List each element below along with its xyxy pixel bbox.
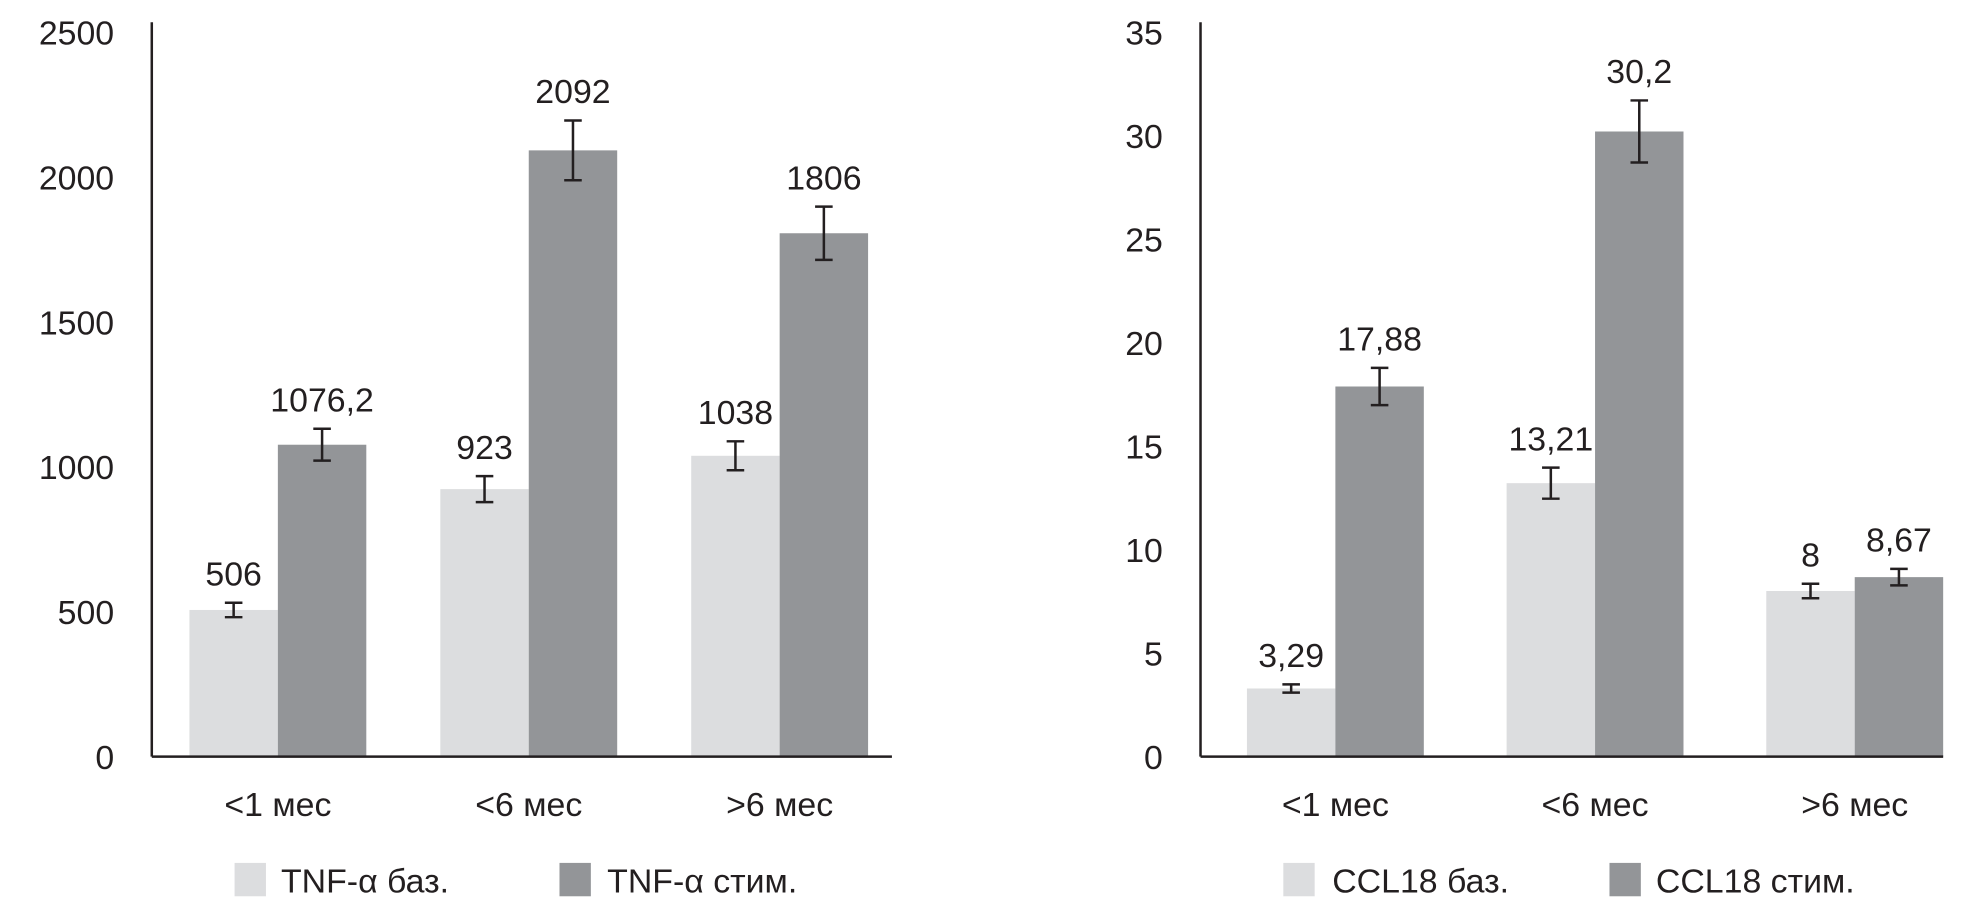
- legend-label: CCL18 баз.: [1332, 864, 1509, 901]
- data-label: 1076,2: [270, 383, 374, 420]
- bar-stim: [277, 444, 367, 757]
- error-bar: [1630, 99, 1649, 164]
- error-bar: [1890, 567, 1908, 587]
- y-tick-label: 15: [1125, 430, 1163, 467]
- data-label: 17,88: [1337, 322, 1422, 359]
- legend-label: CCL18 стим.: [1656, 864, 1855, 901]
- x-tick-label: <1 мес: [1282, 787, 1389, 824]
- y-tick-label: 30: [1125, 119, 1163, 156]
- x-tick-label: >6 мес: [726, 787, 833, 824]
- data-label: 8: [1801, 538, 1820, 575]
- bar-stim: [528, 150, 618, 757]
- y-tick-label: 500: [58, 595, 114, 632]
- error-bar: [224, 601, 243, 619]
- bar-stim: [1335, 386, 1424, 757]
- bar-stim: [1854, 577, 1944, 757]
- error-bar: [1801, 582, 1820, 600]
- bar-stim: [779, 233, 869, 757]
- data-label: 923: [456, 430, 512, 467]
- bar-base: [691, 455, 780, 757]
- data-label: 2092: [535, 74, 610, 111]
- bar-base: [440, 489, 529, 757]
- error-bar: [1370, 366, 1389, 407]
- data-label: 1038: [698, 395, 773, 432]
- bar-base: [1506, 483, 1596, 757]
- error-bar: [1282, 683, 1300, 694]
- bar-base: [1246, 688, 1336, 757]
- data-label: 506: [205, 557, 261, 594]
- legend-swatch-base: [1283, 862, 1315, 897]
- bar-base: [189, 609, 278, 757]
- legend-swatch-stim: [1609, 862, 1641, 897]
- error-bar: [475, 474, 494, 504]
- x-tick-label: <6 мес: [1542, 787, 1649, 824]
- legend-swatch-base: [234, 862, 266, 897]
- y-tick-label: 2500: [39, 16, 114, 53]
- y-tick-label: 0: [1144, 740, 1163, 777]
- x-tick-label: <6 мес: [475, 787, 582, 824]
- x-tick-label: >6 мес: [1801, 787, 1908, 824]
- chart-panel-1: 0 500 1000 1500 2000 2500 506 923 1038 1076,2 2092…: [39, 16, 892, 901]
- legend-swatch-stim: [559, 862, 591, 897]
- error-bar: [564, 119, 582, 182]
- error-bar: [1542, 466, 1560, 500]
- data-label: 13,21: [1508, 422, 1593, 459]
- y-tick-label: 35: [1125, 16, 1163, 53]
- y-tick-label: 25: [1125, 223, 1163, 260]
- y-tick-label: 1500: [39, 305, 114, 342]
- y-tick-label: 10: [1125, 533, 1163, 570]
- y-tick-label: 1000: [39, 450, 114, 487]
- chart-panel-2: 0 5 10 15 20 25 30 35 3,29 13,21 8 17,88 30,2 8,67 <1 …: [1125, 16, 1944, 901]
- data-label: 8,67: [1866, 523, 1932, 560]
- bar-base: [1766, 590, 1855, 757]
- data-label: 3,29: [1258, 638, 1324, 675]
- y-tick-label: 20: [1125, 326, 1163, 363]
- y-tick-label: 2000: [39, 161, 114, 198]
- data-label: 1806: [786, 160, 861, 197]
- y-tick-label: 5: [1144, 637, 1163, 674]
- error-bar: [726, 440, 745, 472]
- error-bar: [313, 427, 331, 462]
- x-tick-label: <1 мес: [224, 787, 331, 824]
- bar-stim: [1595, 131, 1684, 757]
- y-tick-label: 0: [95, 740, 114, 777]
- error-bar: [815, 205, 833, 262]
- data-label: 30,2: [1606, 54, 1672, 91]
- legend-label: TNF-α баз.: [281, 864, 449, 901]
- legend-label: TNF-α стим.: [607, 864, 797, 901]
